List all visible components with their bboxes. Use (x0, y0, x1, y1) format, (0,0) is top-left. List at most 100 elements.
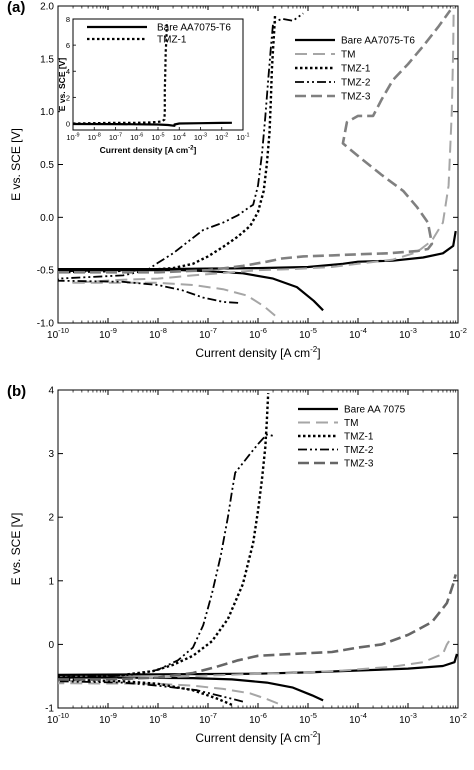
panel-b: (b)10-10 10-9 10-8 10-7 10-6 10-5 10-4 10-3 10-2… (7, 383, 467, 745)
inset-x-tick-exponent: -9 (75, 133, 80, 139)
x-tick-exponent: -10 (58, 326, 69, 335)
y-tick-label: 0.0 (40, 213, 54, 224)
series-line-tmz-2 (58, 433, 274, 703)
x-tick-label: 10-5 (299, 326, 317, 341)
legend-label: TM (344, 418, 358, 429)
series-line-bare-aa7075-t6 (58, 230, 457, 312)
inset-x-axis-label: Current density [A cm-2] (100, 145, 197, 155)
inset-x-tick-exponent: -2 (223, 133, 228, 139)
x-tick-exponent: -6 (260, 326, 267, 335)
x-tick-label: 10-5 (299, 711, 317, 726)
x-tick-exponent: -3 (410, 711, 417, 720)
x-tick-label: 10-6 (249, 711, 267, 726)
inset-x-tick-label: 10-2 (215, 133, 228, 143)
x-tick-base: 10 (399, 715, 411, 726)
y-tick-label: -0.5 (37, 266, 55, 277)
plot-area (58, 393, 458, 706)
series-line-tmz-3 (58, 9, 452, 274)
y-tick-label: 1.0 (40, 107, 54, 118)
inset-x-tick-exponent: -4 (181, 133, 186, 139)
inset-x-tick-exponent: -8 (96, 133, 101, 139)
panel-label: (a) (7, 0, 25, 16)
inset-y-tick-label: 0 (66, 119, 70, 128)
x-tick-base: 10 (349, 715, 361, 726)
legend-label: TMZ-1 (344, 432, 374, 443)
inset-y-tick-label: 8 (66, 15, 70, 24)
x-tick-label: 10-8 (149, 326, 167, 341)
inset-legend-label: Bare AA7075-T6 (157, 23, 231, 34)
x-axis-label-close: ] (317, 346, 320, 360)
x-tick-label: 10-2 (449, 711, 467, 726)
x-tick-label: 10-3 (399, 711, 417, 726)
inset-x-tick-base: 10 (173, 133, 181, 142)
x-tick-base: 10 (199, 715, 211, 726)
y-tick-label: 2.0 (40, 2, 54, 13)
legend: Bare AA7075-T6 TM TMZ-1 TMZ-2 TMZ-3 (295, 36, 415, 103)
x-tick-base: 10 (199, 330, 211, 341)
inset-x-axis-label-close: ] (193, 145, 196, 155)
y-tick-label: 4 (48, 386, 54, 397)
inset-x-tick-exponent: -6 (138, 133, 143, 139)
x-tick-label: 10-9 (99, 326, 117, 341)
x-tick-exponent: -4 (360, 711, 367, 720)
y-tick-label: 0 (48, 640, 54, 651)
x-tick-label: 10-10 (47, 711, 69, 726)
x-tick-base: 10 (99, 330, 111, 341)
x-tick-exponent: -3 (410, 326, 417, 335)
inset-x-tick-exponent: -7 (117, 133, 122, 139)
inset-y-axis-label: E vs. SCE [V] (57, 58, 67, 112)
x-tick-label: 10-4 (349, 326, 367, 341)
x-tick-base: 10 (399, 330, 411, 341)
series-line-tmz-2 (58, 12, 304, 304)
inset-x-tick-base: 10 (215, 133, 223, 142)
y-axis-label: E vs. SCE [V] (9, 513, 23, 586)
x-tick-label: 10-6 (249, 326, 267, 341)
inset-x-tick-base: 10 (236, 133, 244, 142)
x-tick-base: 10 (149, 715, 161, 726)
plot-area (58, 6, 457, 317)
inset-plot-area (73, 21, 232, 127)
x-tick-exponent: -2 (460, 711, 467, 720)
inset-x-tick-base: 10 (109, 133, 117, 142)
inset-series-line (73, 121, 232, 127)
inset-x-tick-label: 10-4 (173, 133, 186, 143)
inset-x-tick-base: 10 (130, 133, 138, 142)
inset-x-tick-label: 10-6 (130, 133, 143, 143)
inset-y-tick-label: 2 (66, 93, 70, 102)
x-tick-label: 10-8 (149, 711, 167, 726)
x-tick-label: 10-9 (99, 711, 117, 726)
legend-label: Bare AA7075-T6 (341, 36, 415, 47)
x-tick-exponent: -5 (310, 326, 317, 335)
inset-x-tick-label: 10-7 (109, 133, 122, 143)
legend-label: TMZ-3 (341, 92, 371, 103)
x-tick-exponent: -9 (110, 326, 117, 335)
x-tick-exponent: -7 (210, 711, 217, 720)
y-tick-label: -1 (45, 704, 54, 715)
panel-a: (a)10-10 10-9 10-8 10-7 10-6 10-5 10-4 10-3 10-2… (7, 0, 467, 360)
legend-label: Bare AA 7075 (344, 405, 406, 416)
x-tick-exponent: -5 (310, 711, 317, 720)
x-axis-label-text: Current density [A cm (195, 731, 310, 745)
panel-label: (b) (7, 383, 26, 400)
inset-x-tick-exponent: -3 (202, 133, 207, 139)
x-tick-base: 10 (99, 715, 111, 726)
x-tick-base: 10 (299, 715, 311, 726)
x-axis-label-sup: -2 (310, 345, 318, 354)
x-tick-base: 10 (47, 715, 59, 726)
x-tick-exponent: -8 (160, 326, 167, 335)
legend-label: TMZ-3 (344, 459, 374, 470)
series-line-tm (58, 638, 452, 705)
x-tick-exponent: -9 (110, 711, 117, 720)
x-axis-label: Current density [A cm-2] (195, 730, 320, 745)
x-tick-label: 10-10 (47, 326, 69, 341)
inset-x-tick-label: 10-1 (236, 133, 249, 143)
x-tick-exponent: -8 (160, 711, 167, 720)
inset-y-tick-label: 6 (66, 41, 70, 50)
x-tick-exponent: -10 (58, 711, 69, 720)
x-tick-base: 10 (299, 330, 311, 341)
inset-x-tick-label: 10-3 (194, 133, 207, 143)
x-tick-label: 10-7 (199, 326, 217, 341)
x-tick-base: 10 (249, 715, 261, 726)
x-tick-label: 10-4 (349, 711, 367, 726)
legend-label: TMZ-1 (341, 64, 371, 75)
